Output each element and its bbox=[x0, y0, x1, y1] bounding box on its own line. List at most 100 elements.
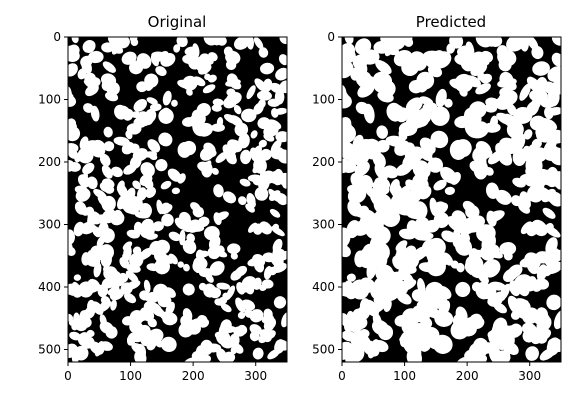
mask-blob bbox=[509, 323, 523, 337]
mask-blob bbox=[541, 188, 556, 203]
mask-blob bbox=[370, 194, 385, 211]
panel-title: Original bbox=[148, 13, 207, 31]
binary-mask-image bbox=[342, 37, 561, 362]
mask-blob bbox=[392, 255, 405, 270]
mask-blob bbox=[512, 147, 527, 166]
mask-blob bbox=[467, 352, 488, 362]
mask-blob bbox=[177, 173, 186, 184]
mask-blob bbox=[192, 206, 205, 218]
mask-blob bbox=[94, 341, 104, 357]
mask-blob bbox=[543, 224, 561, 238]
mask-blob bbox=[211, 123, 225, 132]
mask-blob bbox=[161, 213, 174, 227]
mask-blob bbox=[527, 190, 542, 202]
mask-blob bbox=[86, 329, 95, 338]
mask-blob bbox=[385, 135, 406, 147]
mask-blob bbox=[137, 111, 150, 124]
mask-blob bbox=[499, 137, 519, 154]
mask-blob bbox=[110, 166, 123, 178]
mask-blob bbox=[174, 217, 187, 230]
mask-blob bbox=[405, 97, 423, 114]
mask-blob bbox=[117, 194, 127, 210]
mask-blob bbox=[406, 348, 422, 362]
mask-blob bbox=[406, 220, 419, 237]
mask-blob bbox=[450, 172, 461, 185]
mask-blob bbox=[93, 139, 105, 149]
mask-blob bbox=[197, 122, 213, 137]
mask-blob bbox=[253, 157, 267, 174]
y-tick-label: 0 bbox=[53, 30, 61, 44]
mask-blob bbox=[168, 253, 178, 265]
mask-blob bbox=[227, 139, 243, 153]
mask-blob bbox=[103, 265, 111, 274]
mask-blob bbox=[256, 90, 272, 101]
mask-blob bbox=[376, 139, 390, 153]
mask-blob bbox=[533, 63, 543, 73]
mask-blob bbox=[269, 208, 281, 218]
mask-blob bbox=[253, 102, 264, 115]
mask-blob bbox=[129, 143, 140, 154]
mask-blob bbox=[126, 263, 141, 273]
mask-blob bbox=[207, 246, 221, 260]
mask-blob bbox=[68, 125, 81, 142]
mask-blob bbox=[253, 37, 264, 50]
mask-blob bbox=[492, 317, 508, 335]
mask-blob bbox=[249, 324, 262, 335]
mask-blob bbox=[398, 121, 418, 137]
mask-blob bbox=[144, 73, 159, 88]
mask-blob bbox=[485, 182, 499, 200]
mask-blob bbox=[252, 145, 262, 160]
mask-blob bbox=[111, 42, 122, 55]
mask-blob bbox=[354, 161, 370, 176]
mask-blob bbox=[441, 230, 457, 243]
mask-blob bbox=[486, 210, 497, 227]
axes-frame bbox=[67, 36, 288, 363]
mask-blob bbox=[498, 90, 518, 107]
mask-blob bbox=[182, 308, 193, 322]
mask-blob bbox=[75, 322, 87, 332]
mask-blob bbox=[239, 178, 251, 187]
mask-blob bbox=[495, 350, 511, 362]
mask-blob bbox=[432, 201, 446, 214]
x-axis: 0 100 200 300 bbox=[64, 362, 267, 383]
mask-blob bbox=[130, 38, 139, 46]
mask-blob bbox=[506, 121, 524, 139]
mask-blob bbox=[471, 317, 485, 329]
mask-blob bbox=[523, 129, 533, 140]
mask-blob bbox=[503, 251, 513, 261]
mask-blob bbox=[532, 283, 542, 292]
mask-blob bbox=[512, 283, 524, 294]
mask-blob bbox=[342, 124, 356, 144]
mask-blob bbox=[346, 273, 356, 282]
mask-blob bbox=[384, 40, 397, 57]
mask-blob bbox=[160, 336, 177, 353]
mask-blob bbox=[97, 196, 110, 210]
mask-blob bbox=[487, 330, 500, 341]
mask-blob bbox=[395, 107, 409, 123]
mask-blob bbox=[446, 43, 456, 54]
mask-blob bbox=[475, 37, 495, 48]
mask-blob bbox=[84, 305, 96, 319]
mask-blob bbox=[259, 329, 272, 343]
mask-blob bbox=[85, 142, 93, 153]
mask-blob bbox=[260, 64, 268, 72]
mask-blob bbox=[209, 287, 222, 299]
mask-blob bbox=[134, 211, 151, 219]
mask-blob bbox=[163, 311, 172, 318]
y-tick-label: 400 bbox=[38, 280, 61, 294]
mask-blob bbox=[377, 90, 394, 103]
mask-blob bbox=[465, 41, 475, 60]
mask-blob bbox=[99, 314, 107, 327]
mask-blob bbox=[542, 207, 556, 219]
mask-blob bbox=[192, 43, 200, 58]
mask-blob bbox=[124, 292, 137, 304]
mask-blob bbox=[409, 185, 423, 203]
mask-blob bbox=[357, 205, 370, 217]
mask-blob bbox=[149, 103, 162, 112]
mask-blob bbox=[356, 78, 373, 92]
x-tick-label: 300 bbox=[244, 369, 267, 383]
mask-blob bbox=[197, 250, 210, 258]
mask-blob bbox=[235, 297, 246, 313]
mask-blob bbox=[119, 257, 130, 269]
mask-blob bbox=[502, 49, 512, 64]
